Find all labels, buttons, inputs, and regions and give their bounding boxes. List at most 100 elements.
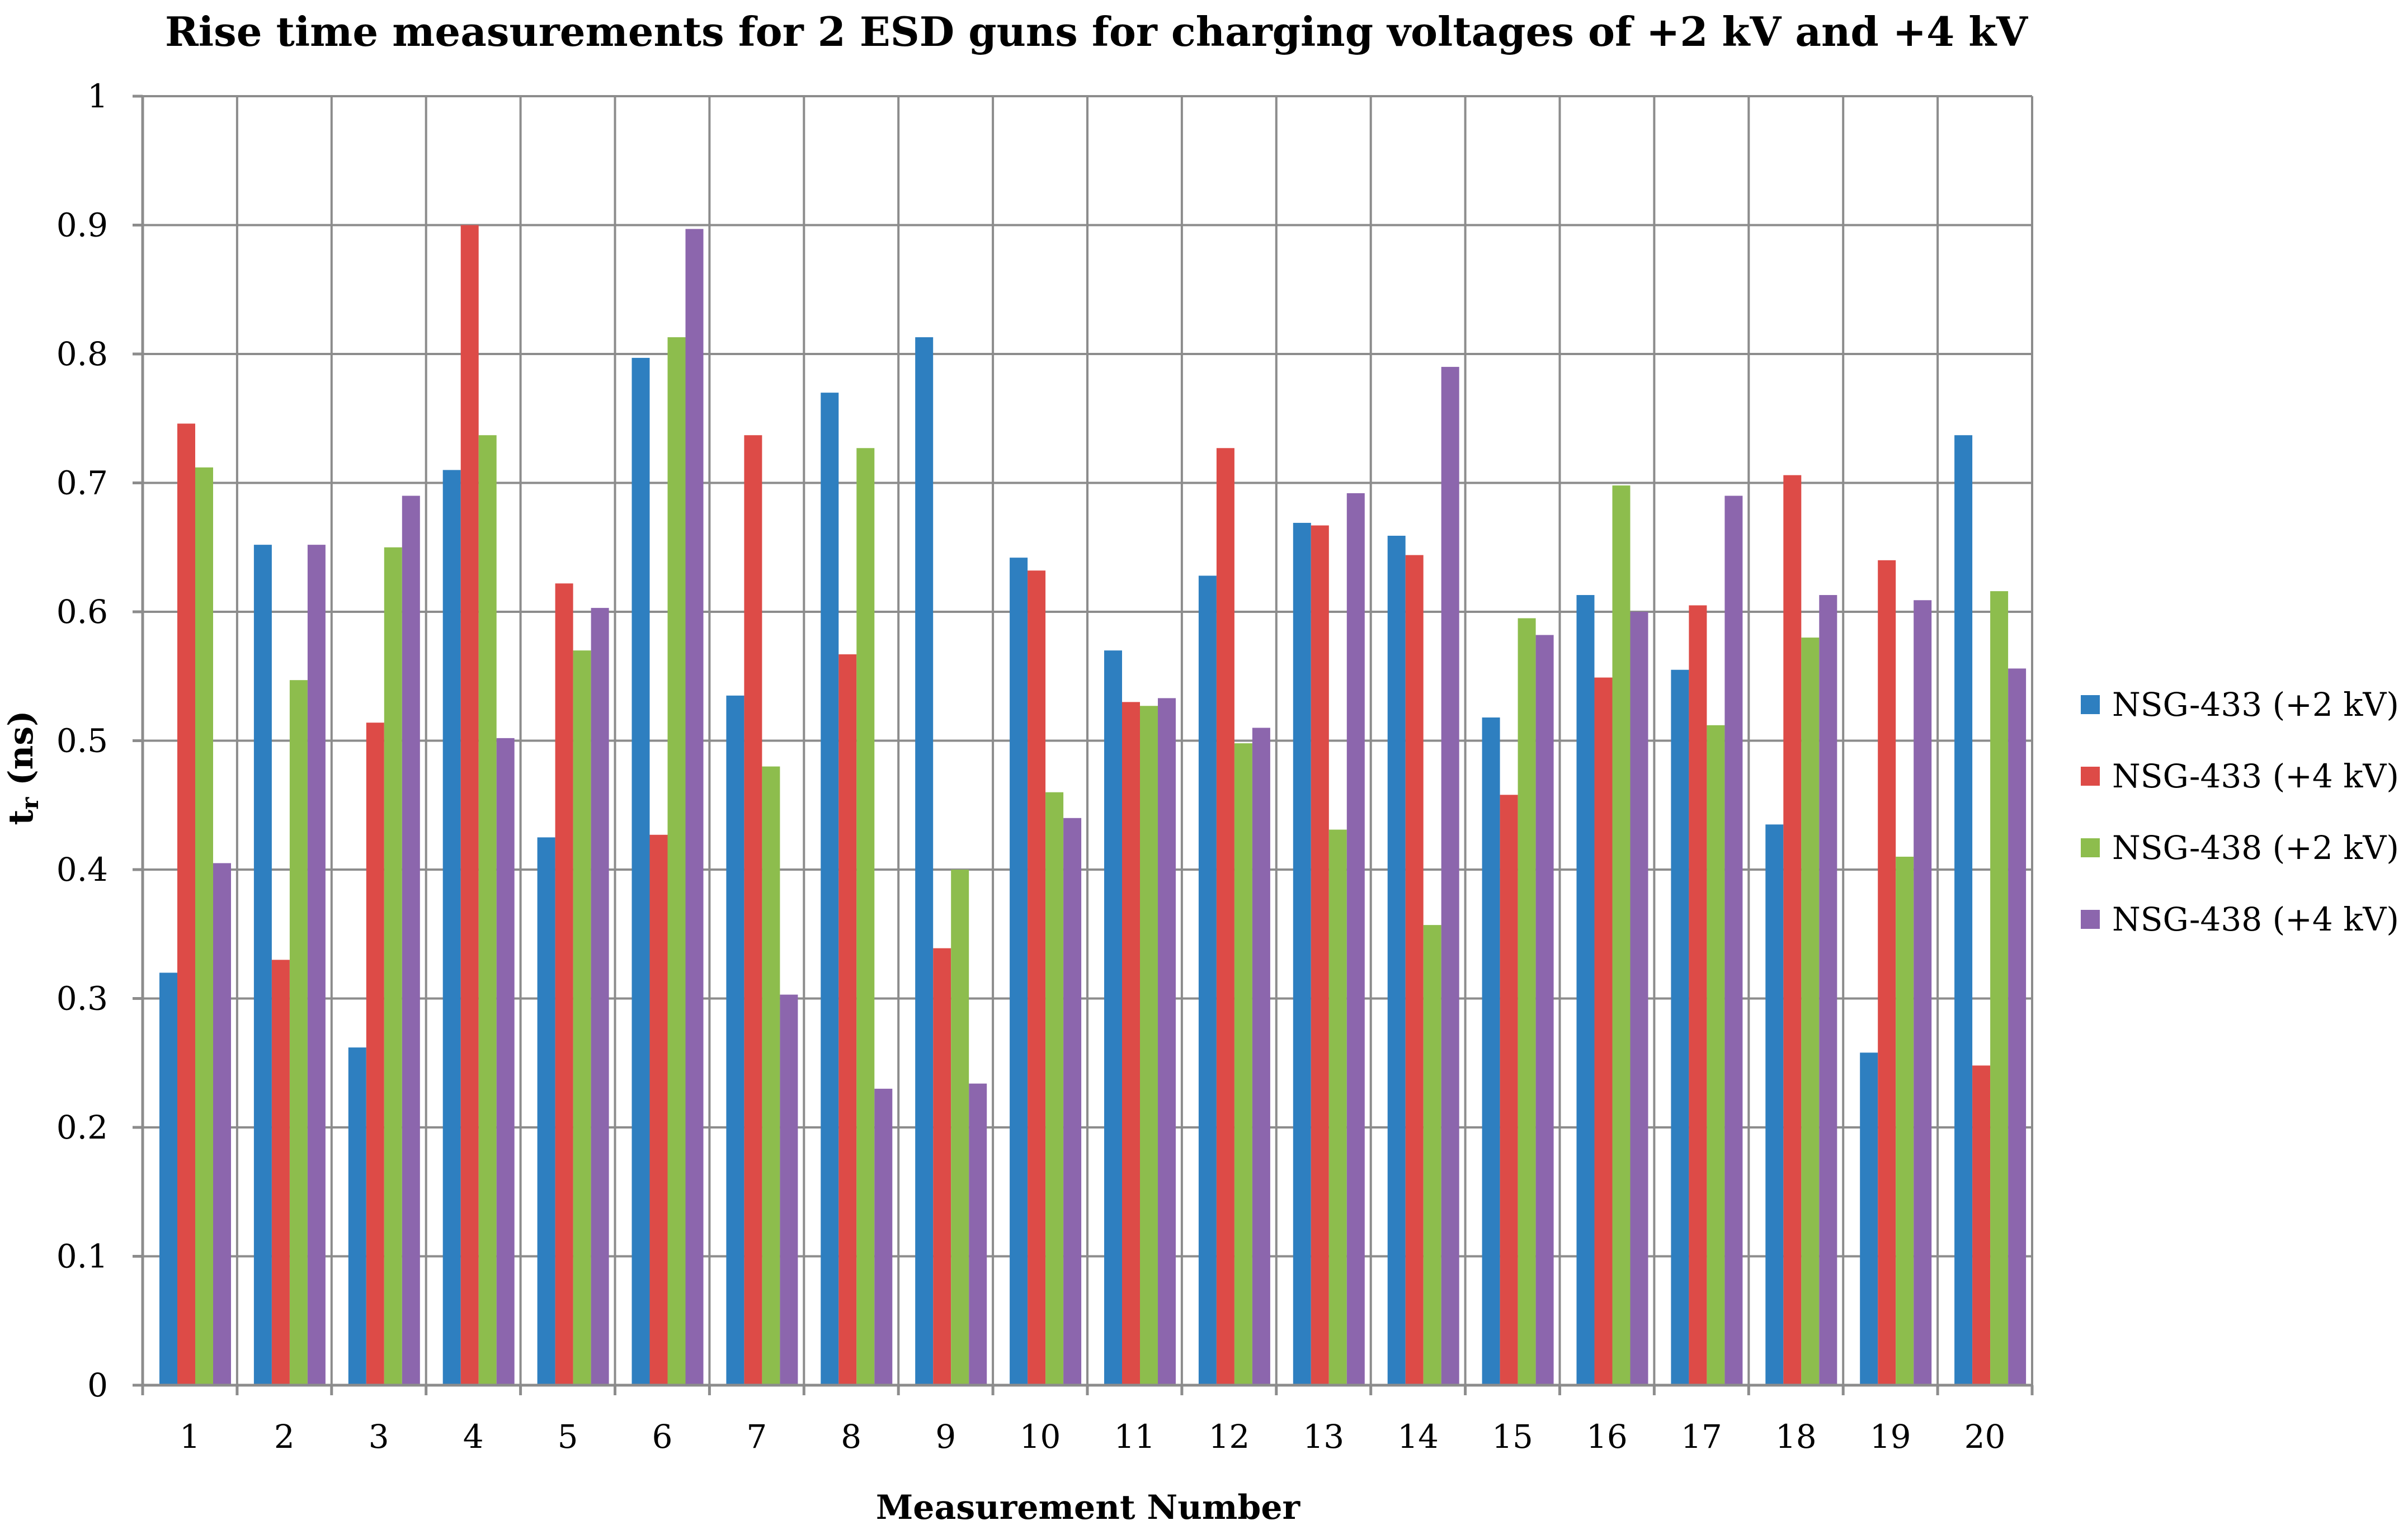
bar-1-20: [1954, 435, 1973, 1385]
bar-4-19: [1914, 600, 1932, 1385]
bar-2-10: [1028, 570, 1046, 1385]
bar-4-4: [496, 738, 515, 1385]
bar-4-17: [1724, 495, 1743, 1385]
legend-label: NSG-438 (+4 kV): [2112, 900, 2399, 938]
bar-4-6: [685, 229, 704, 1385]
y-tick-label: 0.1: [56, 1238, 108, 1276]
bar-2-7: [744, 435, 762, 1385]
bar-2-20: [1972, 1065, 1991, 1385]
y-axis-title: tr (ns): [2, 711, 44, 825]
bar-4-3: [402, 495, 420, 1385]
bar-2-3: [366, 723, 384, 1385]
x-tick-label: 12: [1208, 1418, 1250, 1456]
axes: [133, 95, 2034, 1395]
x-tick-label: 1: [180, 1418, 200, 1456]
bar-2-13: [1311, 525, 1329, 1386]
y-tick-label: 0.3: [56, 980, 108, 1018]
y-tick-label: 0.7: [56, 464, 108, 502]
bar-2-15: [1500, 795, 1518, 1385]
x-tick-label: 10: [1020, 1418, 1061, 1456]
bar-3-3: [384, 547, 402, 1385]
bar-1-6: [632, 357, 650, 1385]
bar-1-16: [1576, 595, 1595, 1385]
x-tick-label: 11: [1114, 1418, 1156, 1456]
bar-4-18: [1819, 595, 1837, 1385]
bar-2-4: [460, 225, 479, 1385]
bar-1-2: [253, 545, 272, 1385]
bar-3-20: [1990, 591, 2009, 1385]
bar-3-15: [1518, 618, 1536, 1385]
bar-4-7: [780, 994, 798, 1385]
y-axis-title-subscript: r: [16, 797, 44, 810]
bars: [159, 225, 2027, 1386]
bar-1-10: [1010, 558, 1028, 1386]
gridlines: [142, 95, 2033, 1386]
bar-3-6: [667, 337, 686, 1386]
bar-2-18: [1783, 475, 1802, 1386]
bar-4-12: [1252, 728, 1270, 1385]
legend-label: NSG-433 (+4 kV): [2112, 757, 2399, 795]
x-tick-labels: 1 2 3 4 5 6 7 8 9 10 11 12 13 14 15 16 17 18 19 20: [180, 1418, 2005, 1456]
x-tick-label: 6: [652, 1418, 672, 1456]
x-tick-label: 16: [1586, 1418, 1628, 1456]
bar-2-9: [933, 948, 951, 1385]
bar-1-9: [915, 337, 934, 1386]
bar-2-8: [838, 654, 857, 1385]
y-axis-title-main: t: [2, 809, 41, 825]
x-tick-label: 14: [1397, 1418, 1439, 1456]
x-tick-label: 18: [1775, 1418, 1817, 1456]
bar-4-15: [1535, 635, 1554, 1385]
bar-3-10: [1045, 792, 1064, 1385]
bar-3-1: [195, 467, 213, 1385]
x-tick-label: 20: [1964, 1418, 2006, 1456]
bar-4-1: [213, 863, 231, 1385]
y-tick-label: 0.8: [56, 335, 108, 373]
x-tick-label: 13: [1303, 1418, 1344, 1456]
bar-1-19: [1860, 1052, 1878, 1385]
bar-1-5: [537, 837, 555, 1385]
bar-1-1: [159, 972, 177, 1385]
bar-4-5: [591, 608, 609, 1385]
chart-title: Rise time measurements for 2 ESD guns fo…: [165, 8, 2028, 55]
bar-3-18: [1801, 638, 1820, 1385]
bar-2-19: [1878, 560, 1896, 1385]
legend: NSG-433 (+2 kV) NSG-433 (+4 kV) NSG-438 (+…: [2081, 686, 2399, 938]
bar-1-7: [726, 695, 744, 1385]
bar-3-7: [762, 766, 780, 1385]
legend-label: NSG-438 (+2 kV): [2112, 829, 2399, 867]
bar-1-15: [1482, 717, 1500, 1385]
y-axis-title-unit: (ns): [2, 711, 41, 797]
x-tick-label: 5: [558, 1418, 578, 1456]
bar-3-11: [1140, 706, 1158, 1385]
bar-4-16: [1630, 612, 1648, 1385]
bar-2-1: [177, 423, 195, 1385]
y-tick-label: 0.4: [56, 851, 108, 889]
legend-swatch: [2081, 695, 2100, 714]
bar-1-3: [348, 1047, 366, 1385]
bar-2-14: [1405, 555, 1424, 1385]
legend-swatch: [2081, 767, 2100, 786]
bar-1-4: [442, 470, 461, 1386]
bar-4-8: [874, 1088, 893, 1385]
bar-3-17: [1707, 725, 1725, 1385]
x-tick-label: 7: [746, 1418, 767, 1456]
x-tick-label: 8: [841, 1418, 861, 1456]
bar-2-17: [1689, 605, 1707, 1385]
bar-4-13: [1346, 493, 1365, 1386]
bar-1-18: [1765, 824, 1784, 1385]
x-axis-title: Measurement Number: [876, 1488, 1301, 1525]
x-tick-label: 15: [1492, 1418, 1533, 1456]
bar-3-16: [1612, 485, 1631, 1385]
bar-2-5: [555, 583, 573, 1385]
bar-1-17: [1671, 669, 1689, 1385]
bar-2-6: [649, 834, 668, 1385]
y-tick-labels: 0 0.1 0.2 0.3 0.4 0.5 0.6 0.7 0.8 0.9 1: [56, 77, 108, 1404]
bar-3-9: [951, 870, 969, 1385]
y-tick-label: 0.6: [56, 593, 108, 631]
bar-3-13: [1328, 829, 1347, 1385]
y-tick-label: 0: [87, 1366, 108, 1404]
bar-4-20: [2008, 668, 2027, 1385]
bar-4-11: [1158, 698, 1176, 1385]
bar-1-11: [1104, 650, 1122, 1385]
